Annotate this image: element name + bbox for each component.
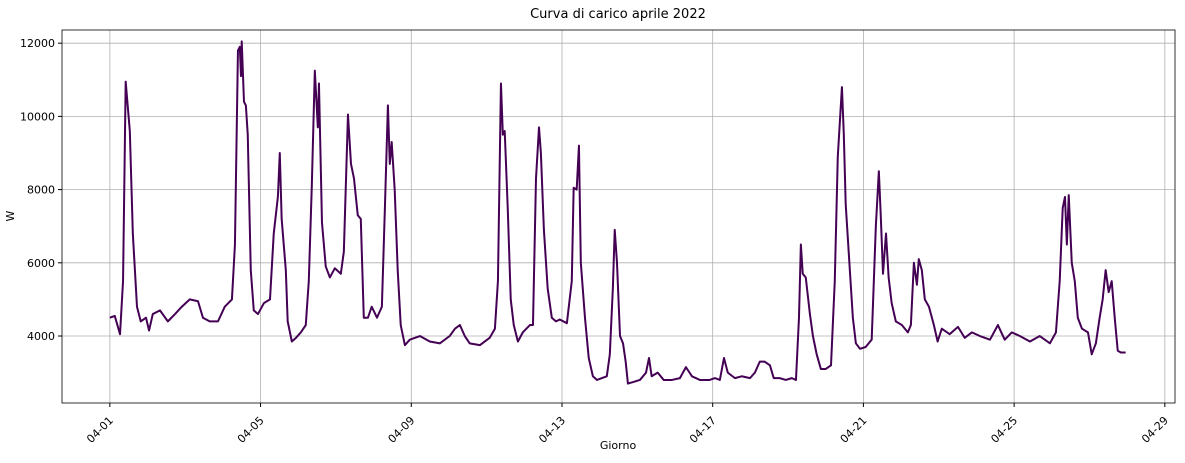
chart-title: Curva di carico aprile 2022 [530, 7, 706, 22]
y-tick-label: 6000 [27, 257, 55, 270]
load-line [109, 40, 1126, 385]
y-tick-label: 12000 [20, 37, 55, 50]
y-tick-label: 8000 [27, 184, 55, 197]
y-tick-label: 10000 [20, 110, 55, 123]
plot-frame [61, 29, 1176, 404]
y-axis-label: W [4, 210, 17, 221]
x-axis-label: Giorno [600, 439, 637, 452]
y-tick-label: 4000 [27, 330, 55, 343]
